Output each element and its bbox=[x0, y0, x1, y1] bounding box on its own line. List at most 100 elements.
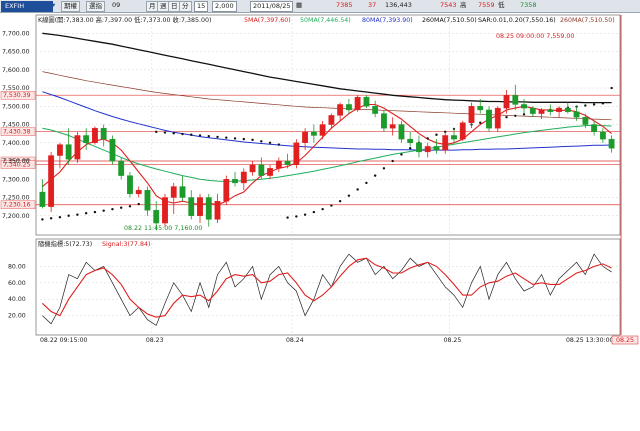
menu-index[interactable]: 選指 bbox=[86, 1, 105, 12]
sar-legend: SAR:0.01,0.20(7,550.16) bbox=[478, 17, 556, 24]
sar-dot bbox=[111, 207, 114, 211]
ma260b-legend: 260MA(7,510.50) bbox=[560, 17, 615, 24]
candle-body bbox=[127, 175, 133, 195]
menu-options[interactable]: 期權 bbox=[61, 1, 80, 12]
sar-dot bbox=[172, 132, 175, 135]
period-minute-button[interactable]: 分 bbox=[179, 1, 192, 12]
candle-body bbox=[354, 96, 361, 111]
sar-dot bbox=[391, 159, 394, 163]
candle-body bbox=[197, 197, 203, 216]
candle-body bbox=[547, 109, 554, 112]
y-tick-label: 7,500.00 bbox=[2, 103, 30, 110]
ma50-legend: 50MA(7,446.54) bbox=[300, 17, 351, 24]
ma260b-line bbox=[42, 71, 612, 121]
symbol-field[interactable]: EXFIH bbox=[1, 1, 53, 12]
candle-body bbox=[302, 131, 309, 143]
sar-dot bbox=[338, 199, 342, 203]
candle-body bbox=[477, 106, 484, 111]
price-panel bbox=[35, 14, 621, 236]
price-chart[interactable]: 7,530.39 7,430.38 7,350.007,340.25 7,230.16… bbox=[0, 12, 640, 345]
candle-body bbox=[591, 124, 598, 133]
candle-body bbox=[214, 200, 221, 220]
candle-body bbox=[345, 104, 352, 111]
ma5-line bbox=[42, 103, 612, 206]
sar-dot bbox=[601, 102, 605, 105]
date-input[interactable]: 2011/08/25 bbox=[250, 1, 294, 12]
candle-body bbox=[48, 155, 55, 207]
sar-dot bbox=[479, 121, 482, 124]
y-tick-label: 7,200.00 bbox=[2, 213, 30, 220]
candle-body bbox=[407, 138, 414, 143]
quote-last: 7385 bbox=[336, 1, 353, 9]
candle-body bbox=[144, 190, 151, 211]
calendar-icon[interactable]: ▦ bbox=[296, 1, 303, 9]
candle-body bbox=[389, 124, 396, 129]
ma80-line bbox=[42, 91, 612, 151]
level-box bbox=[0, 200, 36, 209]
level-box bbox=[0, 160, 36, 169]
sar-dot bbox=[233, 137, 237, 140]
sar-dot bbox=[356, 188, 359, 191]
candle-body bbox=[188, 197, 195, 216]
candle-body bbox=[451, 135, 457, 140]
sar-dot bbox=[522, 113, 526, 116]
level-label: 7,340.25 bbox=[3, 162, 31, 169]
candle-body bbox=[109, 138, 116, 162]
level-box bbox=[0, 127, 36, 136]
candle-body bbox=[240, 171, 247, 184]
candle-body bbox=[223, 179, 230, 202]
candle-body bbox=[56, 144, 63, 156]
sar-dot bbox=[426, 137, 429, 140]
ma5-legend: 5MA(7,397.60) bbox=[244, 17, 291, 24]
sar-dot bbox=[128, 205, 132, 208]
y-tick-label: 7,650.00 bbox=[2, 49, 30, 56]
kline-legend: K線圖(開:7,383.00 高:7,397.00 低:7,373.00 收:7… bbox=[38, 15, 211, 24]
dropdown-arrow-icon[interactable]: ▾ bbox=[52, 1, 56, 9]
sar-dot bbox=[181, 132, 184, 136]
level-label: 7,530.39 bbox=[3, 92, 31, 99]
count-input[interactable]: 2,000 bbox=[212, 1, 237, 12]
candle-body bbox=[319, 124, 326, 136]
candle-body bbox=[249, 164, 256, 173]
sar-dot bbox=[312, 210, 316, 214]
osc-tick-label: 20.00 bbox=[8, 313, 26, 320]
sar-dot bbox=[303, 213, 307, 216]
candle-body bbox=[538, 109, 545, 114]
y-tick-label: 7,600.00 bbox=[2, 67, 30, 74]
osc-tick-label: 40.00 bbox=[8, 296, 26, 303]
candle-body bbox=[608, 138, 615, 149]
candle-body bbox=[459, 122, 466, 140]
quote-volume: 136,443 bbox=[385, 1, 412, 9]
level-label: 7,230.16 bbox=[3, 202, 31, 209]
high-marker-label: 08.25 09:00:00 7,559.00 bbox=[496, 33, 574, 40]
candle-body bbox=[328, 115, 335, 125]
sar-dot bbox=[225, 136, 228, 139]
candle-body bbox=[556, 107, 562, 112]
x-axis-label: 08.25 13:30:00 bbox=[566, 337, 614, 344]
x-axis-label: 08.24 bbox=[286, 337, 304, 344]
trading-app: EXFIH ▾ 期權 選指 09 月 週 日 分 15 2,000 2011/0… bbox=[0, 0, 640, 345]
y-tick-label: 7,300.00 bbox=[2, 176, 30, 183]
sar-dot bbox=[400, 153, 403, 156]
sar-dot bbox=[592, 103, 596, 106]
candle-body bbox=[468, 106, 475, 123]
candle-body bbox=[267, 168, 273, 176]
sar-dot bbox=[330, 204, 333, 207]
candle-body bbox=[258, 164, 265, 176]
candle-body bbox=[100, 127, 107, 140]
sar-dot bbox=[505, 116, 508, 119]
contract-month[interactable]: 09 bbox=[112, 1, 121, 9]
y-tick-label: 7,550.00 bbox=[2, 85, 30, 92]
sar-dot bbox=[137, 202, 140, 206]
candle-body bbox=[179, 186, 186, 198]
candle-body bbox=[529, 107, 536, 114]
quote-change: 37 bbox=[368, 1, 377, 9]
interval-input[interactable]: 15 bbox=[194, 1, 209, 12]
candle-body bbox=[293, 142, 300, 165]
candle-body bbox=[512, 95, 519, 105]
sar-dot bbox=[286, 216, 289, 219]
x-axis-label: 08.23 bbox=[146, 337, 164, 344]
candle-body bbox=[521, 104, 527, 109]
quote-low-suffix: 低 bbox=[498, 1, 505, 9]
stoch-legend: 隨機指標:5(72.73) bbox=[38, 239, 92, 248]
